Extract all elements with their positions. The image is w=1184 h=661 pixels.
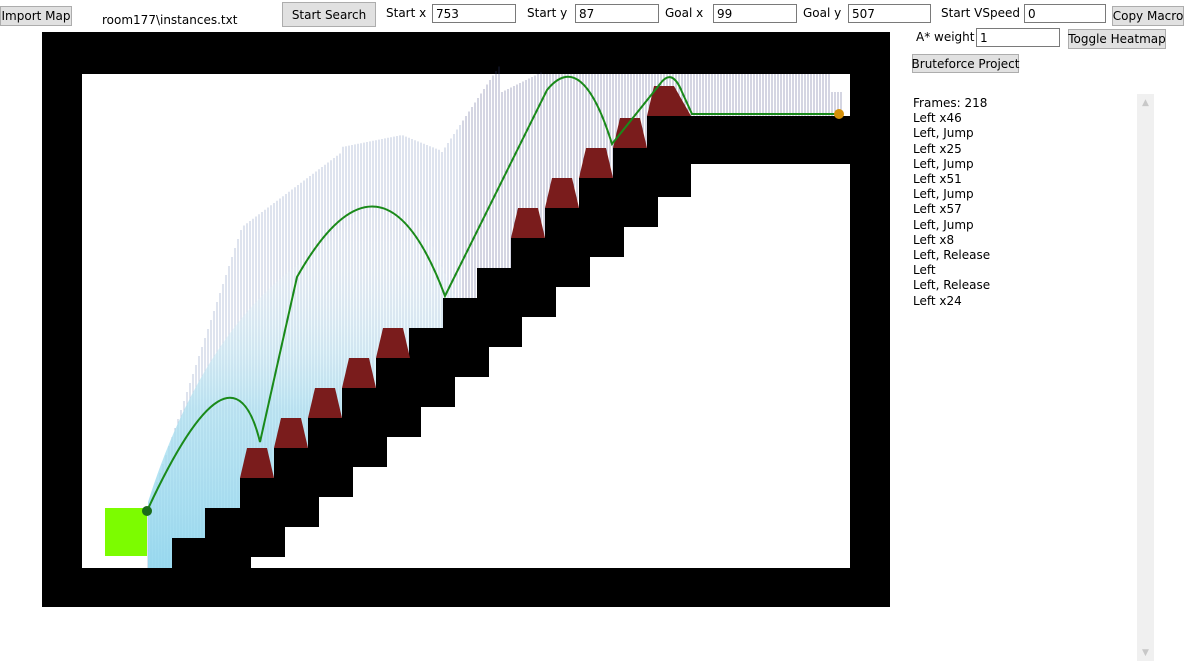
output-line: Left, Jump [913,156,974,171]
goal-y-input[interactable] [848,4,931,23]
output-line: Left, Jump [913,217,974,232]
file-name-label: room177\instances.txt [102,13,238,27]
spikes [240,86,691,478]
start-marker [834,109,844,119]
spike [376,328,410,358]
goal-x-label: Goal x [665,6,704,20]
output-line: Left, Release [913,278,991,293]
import-map-button[interactable]: Import Map [0,6,72,26]
output-line: Frames: 218 [913,96,988,110]
solution-path [146,75,839,512]
staircase [172,116,850,568]
output-line: Left x8 [913,232,955,247]
start-vspeed-label: Start VSpeed [941,6,1020,20]
start-y-input[interactable] [575,4,659,23]
astar-weight-input[interactable] [976,28,1060,47]
goal-marker [142,506,152,516]
spike [613,118,647,148]
start-x-label: Start x [386,6,427,20]
astar-weight-label: A* weight [916,30,975,44]
start-x-input[interactable] [432,4,516,23]
output-line: Left x24 [913,293,962,308]
scroll-up-icon[interactable]: ▲ [1142,97,1149,108]
output-line: Left [913,263,936,278]
spike [545,178,579,208]
output-scrollbar[interactable]: ▲ ▼ [1137,94,1154,661]
output-line: Left, Jump [913,187,974,202]
spike [274,418,308,448]
spike [579,148,613,178]
macro-output-list: Frames: 218 Left x46 Left, Jump Left x25 Lef… [913,96,990,309]
heatmap-glow [148,213,462,568]
start-search-button[interactable]: Start Search [282,2,376,27]
output-line: Left x25 [913,141,962,156]
output-line: Left, Release [913,248,991,263]
spike [240,448,274,478]
goal-y-label: Goal y [803,6,842,20]
copy-macro-button[interactable]: Copy Macro [1112,6,1184,26]
bruteforce-project-button[interactable]: Bruteforce Project [912,54,1019,73]
scroll-down-icon[interactable]: ▼ [1142,647,1149,658]
start-y-label: Start y [527,6,568,20]
goal-x-input[interactable] [713,4,797,23]
start-vspeed-input[interactable] [1024,4,1106,23]
spike [308,388,342,418]
output-line: Left x57 [913,202,962,217]
output-line: Left x51 [913,172,962,187]
stair-block [647,116,850,164]
toggle-heatmap-button[interactable]: Toggle Heatmap [1068,29,1166,49]
goal-block [105,508,147,556]
spike [511,208,545,238]
map-canvas[interactable] [42,32,890,607]
output-line: Left, Jump [913,126,974,141]
spike [647,86,691,116]
output-line: Left x46 [913,111,962,126]
spike [342,358,376,388]
